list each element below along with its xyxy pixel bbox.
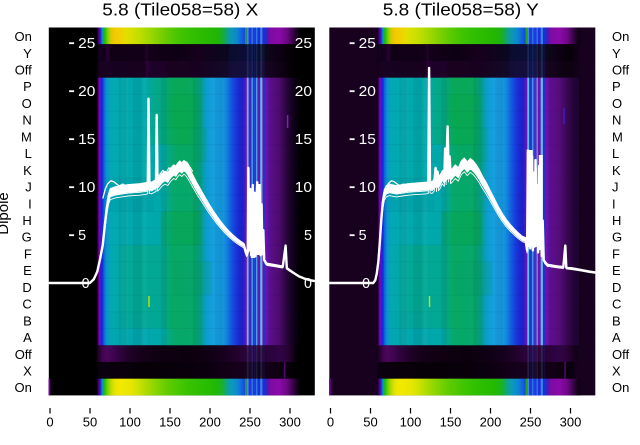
svg-text:50: 50 xyxy=(363,415,377,430)
svg-text:20: 20 xyxy=(295,84,312,100)
svg-text:A: A xyxy=(612,330,621,345)
svg-text:10: 10 xyxy=(295,180,312,196)
svg-text:Y: Y xyxy=(612,46,621,61)
svg-text:N: N xyxy=(22,113,31,128)
svg-text:F: F xyxy=(24,247,32,262)
svg-text:150: 150 xyxy=(440,415,462,430)
svg-text:C: C xyxy=(612,297,621,312)
svg-text:K: K xyxy=(612,163,621,178)
svg-text:K: K xyxy=(23,163,32,178)
svg-text:Dipole: Dipole xyxy=(0,192,12,235)
svg-text:Off: Off xyxy=(15,347,32,362)
svg-text:20: 20 xyxy=(359,84,376,100)
svg-text:A: A xyxy=(23,330,32,345)
svg-text:Off: Off xyxy=(15,63,32,78)
svg-text:300: 300 xyxy=(279,415,301,430)
svg-text:E: E xyxy=(612,263,621,278)
svg-text:Y: Y xyxy=(23,46,32,61)
svg-text:L: L xyxy=(612,146,619,161)
svg-text:25: 25 xyxy=(359,36,376,52)
svg-text:5.8 (Tile058=58) Y: 5.8 (Tile058=58) Y xyxy=(383,0,539,20)
svg-text:On: On xyxy=(612,380,629,395)
svg-text:I: I xyxy=(612,196,616,211)
svg-text:15: 15 xyxy=(359,132,376,148)
svg-text:F: F xyxy=(612,247,620,262)
svg-text:O: O xyxy=(22,96,32,111)
svg-text:H: H xyxy=(22,213,31,228)
svg-text:0: 0 xyxy=(327,415,334,430)
svg-text:150: 150 xyxy=(159,415,181,430)
svg-text:Off: Off xyxy=(612,347,629,362)
svg-text:5: 5 xyxy=(359,228,367,244)
svg-text:On: On xyxy=(14,29,31,44)
svg-text:250: 250 xyxy=(239,415,261,430)
svg-text:10: 10 xyxy=(359,180,376,196)
svg-text:D: D xyxy=(22,280,31,295)
svg-text:0: 0 xyxy=(82,276,90,292)
svg-text:200: 200 xyxy=(480,415,502,430)
svg-text:100: 100 xyxy=(400,415,422,430)
svg-text:5.8 (Tile058=58) X: 5.8 (Tile058=58) X xyxy=(102,0,258,20)
svg-text:10: 10 xyxy=(78,180,95,196)
svg-text:0: 0 xyxy=(362,276,370,292)
svg-text:B: B xyxy=(23,313,32,328)
svg-text:0: 0 xyxy=(304,276,312,292)
svg-text:M: M xyxy=(612,129,623,144)
svg-text:Off: Off xyxy=(612,63,629,78)
svg-text:B: B xyxy=(612,313,621,328)
svg-text:N: N xyxy=(612,113,621,128)
svg-text:On: On xyxy=(14,380,31,395)
svg-text:M: M xyxy=(21,129,32,144)
svg-text:25: 25 xyxy=(295,36,312,52)
svg-text:G: G xyxy=(22,230,32,245)
svg-text:200: 200 xyxy=(199,415,221,430)
svg-text:J: J xyxy=(612,180,619,195)
svg-text:5: 5 xyxy=(304,228,312,244)
svg-text:C: C xyxy=(22,297,31,312)
svg-text:25: 25 xyxy=(78,36,95,52)
svg-text:L: L xyxy=(25,146,32,161)
svg-text:20: 20 xyxy=(78,84,95,100)
svg-text:5: 5 xyxy=(78,228,86,244)
svg-text:O: O xyxy=(612,96,622,111)
svg-text:P: P xyxy=(612,79,621,94)
svg-text:X: X xyxy=(23,364,32,379)
svg-text:E: E xyxy=(23,263,32,278)
svg-text:J: J xyxy=(25,180,32,195)
svg-text:H: H xyxy=(612,213,621,228)
svg-text:G: G xyxy=(612,230,622,245)
svg-text:On: On xyxy=(612,29,629,44)
svg-text:X: X xyxy=(612,364,621,379)
svg-text:15: 15 xyxy=(295,132,312,148)
svg-text:300: 300 xyxy=(560,415,582,430)
svg-text:50: 50 xyxy=(83,415,97,430)
svg-text:250: 250 xyxy=(520,415,542,430)
svg-text:D: D xyxy=(612,280,621,295)
svg-text:15: 15 xyxy=(78,132,95,148)
svg-text:I: I xyxy=(28,196,32,211)
svg-text:P: P xyxy=(23,79,32,94)
svg-text:100: 100 xyxy=(119,415,141,430)
svg-text:0: 0 xyxy=(46,415,53,430)
